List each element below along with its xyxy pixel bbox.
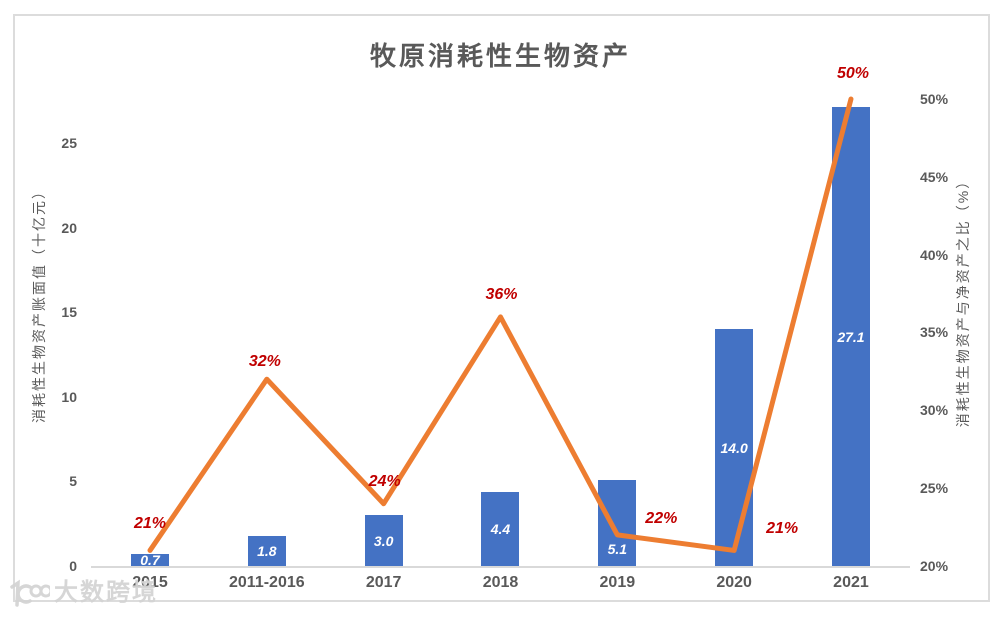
x-axis-line xyxy=(91,566,910,568)
dashukuajing-logo xyxy=(10,579,50,607)
line-data-label: 22% xyxy=(645,509,678,527)
line-data-label: 21% xyxy=(133,515,167,533)
line-data-label: 32% xyxy=(248,353,281,371)
right-axis-title: 消耗性生物资产与净资产之比（%） xyxy=(955,172,971,428)
bar: 0.7 xyxy=(131,554,169,566)
line-data-label: 21% xyxy=(766,520,799,538)
bar: 5.1 xyxy=(598,479,637,566)
bar-label: 27.1 xyxy=(837,328,865,345)
chart-title: 牧原消耗性生物资产 xyxy=(369,41,631,71)
right-axis-tick: 35% xyxy=(920,324,949,341)
right-axis-tick: 30% xyxy=(920,402,949,419)
x-axis-tick: 2015 xyxy=(132,574,168,591)
x-axis-tick: 2017 xyxy=(365,574,402,591)
right-axis-tick: 40% xyxy=(920,246,949,263)
line-data-label: 36% xyxy=(485,285,518,303)
bar: 3.0 xyxy=(364,515,403,566)
right-axis-tick: 20% xyxy=(920,558,949,574)
bar-label: 1.8 xyxy=(257,542,277,559)
watermark: 大数跨境 xyxy=(6,577,158,609)
x-axis-tick: 2019 xyxy=(599,574,636,591)
left-axis-tick: 25 xyxy=(61,135,77,151)
bar-label: 0.7 xyxy=(140,554,160,566)
bar: 27.1 xyxy=(831,107,870,566)
x-axis-tick: 2020 xyxy=(716,574,752,591)
left-axis-tick: 20 xyxy=(61,219,77,236)
bar-label: 3.0 xyxy=(373,532,394,549)
x-axis-tick: 2018 xyxy=(482,574,519,591)
right-axis-tick: 25% xyxy=(920,480,949,497)
bar-label: 4.4 xyxy=(490,520,511,537)
left-axis-tick: 0 xyxy=(69,558,77,574)
left-axis-tick: 15 xyxy=(61,304,77,321)
bar: 14.0 xyxy=(715,329,754,566)
bar: 1.8 xyxy=(247,535,286,566)
line-data-label: 50% xyxy=(836,64,869,82)
right-axis-tick: 45% xyxy=(920,168,949,185)
line-data-label: 24% xyxy=(368,472,401,490)
x-axis-tick: 2021 xyxy=(833,574,869,591)
bar: 4.4 xyxy=(481,491,520,566)
right-axis-tick: 50% xyxy=(920,90,949,107)
watermark-text: 大数跨境 xyxy=(54,579,158,606)
bar-label: 14.0 xyxy=(720,439,748,456)
x-axis-tick: 2011-2016 xyxy=(229,574,305,591)
left-axis-tick: 10 xyxy=(61,388,77,405)
left-axis-tick: 5 xyxy=(69,473,77,490)
bar-label: 5.1 xyxy=(607,540,628,557)
